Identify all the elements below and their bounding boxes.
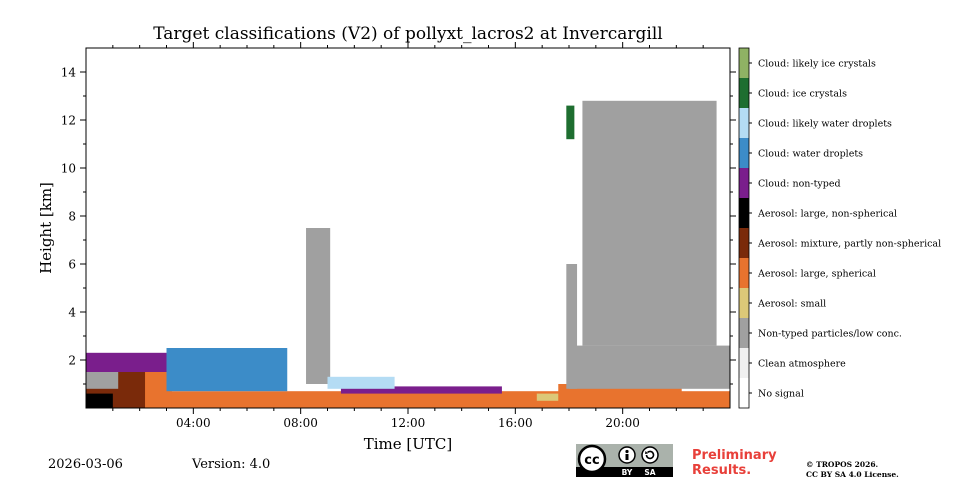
- colorbar-swatch-no-signal: [739, 378, 749, 408]
- plot-date: 2026-03-06: [48, 457, 123, 472]
- region-aerosol-large-non-spherical: [86, 393, 113, 408]
- y-tick-label: 4: [68, 306, 76, 320]
- x-tick-label: 20:00: [605, 416, 640, 430]
- x-tick-label: 04:00: [176, 416, 211, 430]
- colorbar-legend: Cloud: likely ice crystals Cloud: ice cry…: [738, 47, 941, 409]
- colorbar-label: Cloud: likely water droplets: [758, 119, 892, 130]
- y-axis: 2 4 6 8 10 12 14: [61, 66, 736, 385]
- y-tick-label: 2: [68, 354, 76, 368]
- cc-icon: [577, 444, 607, 474]
- version-label: Version: 4.0: [192, 457, 271, 472]
- region-non-typed-particles-low-conc: [582, 100, 717, 346]
- region-aerosol-small: [536, 393, 559, 401]
- preliminary-line-2: Results.: [692, 463, 752, 478]
- region-cloud-water-droplets: [166, 348, 288, 392]
- chart-title: Target classifications (V2) of pollyxt_l…: [153, 24, 663, 44]
- by-label: BY: [622, 468, 633, 477]
- preliminary-results-note: Preliminary Results.: [692, 448, 777, 478]
- copyright-note: © TROPOS 2026. CC BY SA 4.0 License.: [806, 460, 899, 480]
- y-axis-label: Height [km]: [37, 182, 55, 274]
- cc-by-sa-license-badge: cc BY SA: [576, 444, 673, 477]
- x-tick-label: 16:00: [498, 416, 533, 430]
- colorbar-label: Aerosol: small: [757, 299, 826, 310]
- copyright-line-1: © TROPOS 2026.: [806, 460, 879, 469]
- y-tick-label: 8: [68, 210, 76, 224]
- x-tick-label: 12:00: [391, 416, 426, 430]
- sa-share-icon: [641, 446, 659, 464]
- copyright-line-2: CC BY SA 4.0 License.: [806, 470, 899, 479]
- colorbar-frame: [738, 47, 750, 409]
- colorbar-swatch-aerosol-small: [739, 288, 749, 318]
- colorbar-swatch-non-typed-particles-low-conc: [739, 318, 749, 348]
- colorbar-swatch-clean-atmosphere: [739, 348, 749, 378]
- colorbar-swatch-aerosol-mixture-partly-non-spherical: [739, 228, 749, 258]
- colorbar-label: Cloud: non-typed: [758, 179, 841, 190]
- region-cloud-non-typed: [340, 386, 502, 394]
- x-tick-label: 08:00: [283, 416, 318, 430]
- region-cloud-ice-crystals: [566, 105, 575, 140]
- colorbar-label: Aerosol: large, non-spherical: [757, 209, 897, 220]
- colorbar-swatch-cloud-ice-crystals: [739, 78, 749, 108]
- region-non-typed-particles-low-conc: [566, 264, 578, 389]
- colorbar-swatch-cloud-likely-ice-crystals: [739, 48, 749, 78]
- x-axis-label: Time [UTC]: [364, 435, 453, 453]
- colorbar-label: Aerosol: mixture, partly non-spherical: [757, 239, 941, 250]
- colorbar-swatch-cloud-likely-water-droplets: [739, 108, 749, 138]
- y-tick-label: 10: [61, 162, 76, 176]
- y-tick-label: 6: [68, 258, 76, 272]
- colorbar-swatch-aerosol-large-spherical: [739, 258, 749, 288]
- colorbar-swatch-cloud-water-droplets: [739, 138, 749, 168]
- sa-label: SA: [644, 468, 655, 477]
- colorbar-label: Non-typed particles/low conc.: [758, 329, 902, 340]
- y-tick-label: 14: [61, 66, 77, 80]
- region-cloud-non-typed: [86, 352, 180, 372]
- preliminary-line-1: Preliminary: [692, 448, 777, 463]
- colorbar-label: Cloud: water droplets: [758, 149, 863, 160]
- cc-icon-text: cc: [584, 453, 599, 468]
- region-non-typed-particles-low-conc: [306, 228, 331, 384]
- colorbar-label: Cloud: ice crystals: [758, 89, 847, 100]
- colorbar-label: Cloud: likely ice crystals: [758, 59, 876, 70]
- region-cloud-likely-water-droplets: [327, 376, 395, 389]
- region-non-typed-particles-low-conc: [569, 345, 730, 389]
- colorbar-swatch-cloud-non-typed: [739, 168, 749, 198]
- colorbar-label: Aerosol: large, spherical: [757, 269, 876, 280]
- x-axis: 04:00 08:00 12:00 16:00 20:00: [112, 42, 704, 430]
- classification-layers: [86, 100, 730, 408]
- colorbar-swatch-aerosol-large-non-spherical: [739, 198, 749, 228]
- colorbar-label: No signal: [758, 389, 804, 400]
- y-tick-label: 12: [61, 114, 76, 128]
- colorbar-label: Clean atmosphere: [758, 359, 846, 370]
